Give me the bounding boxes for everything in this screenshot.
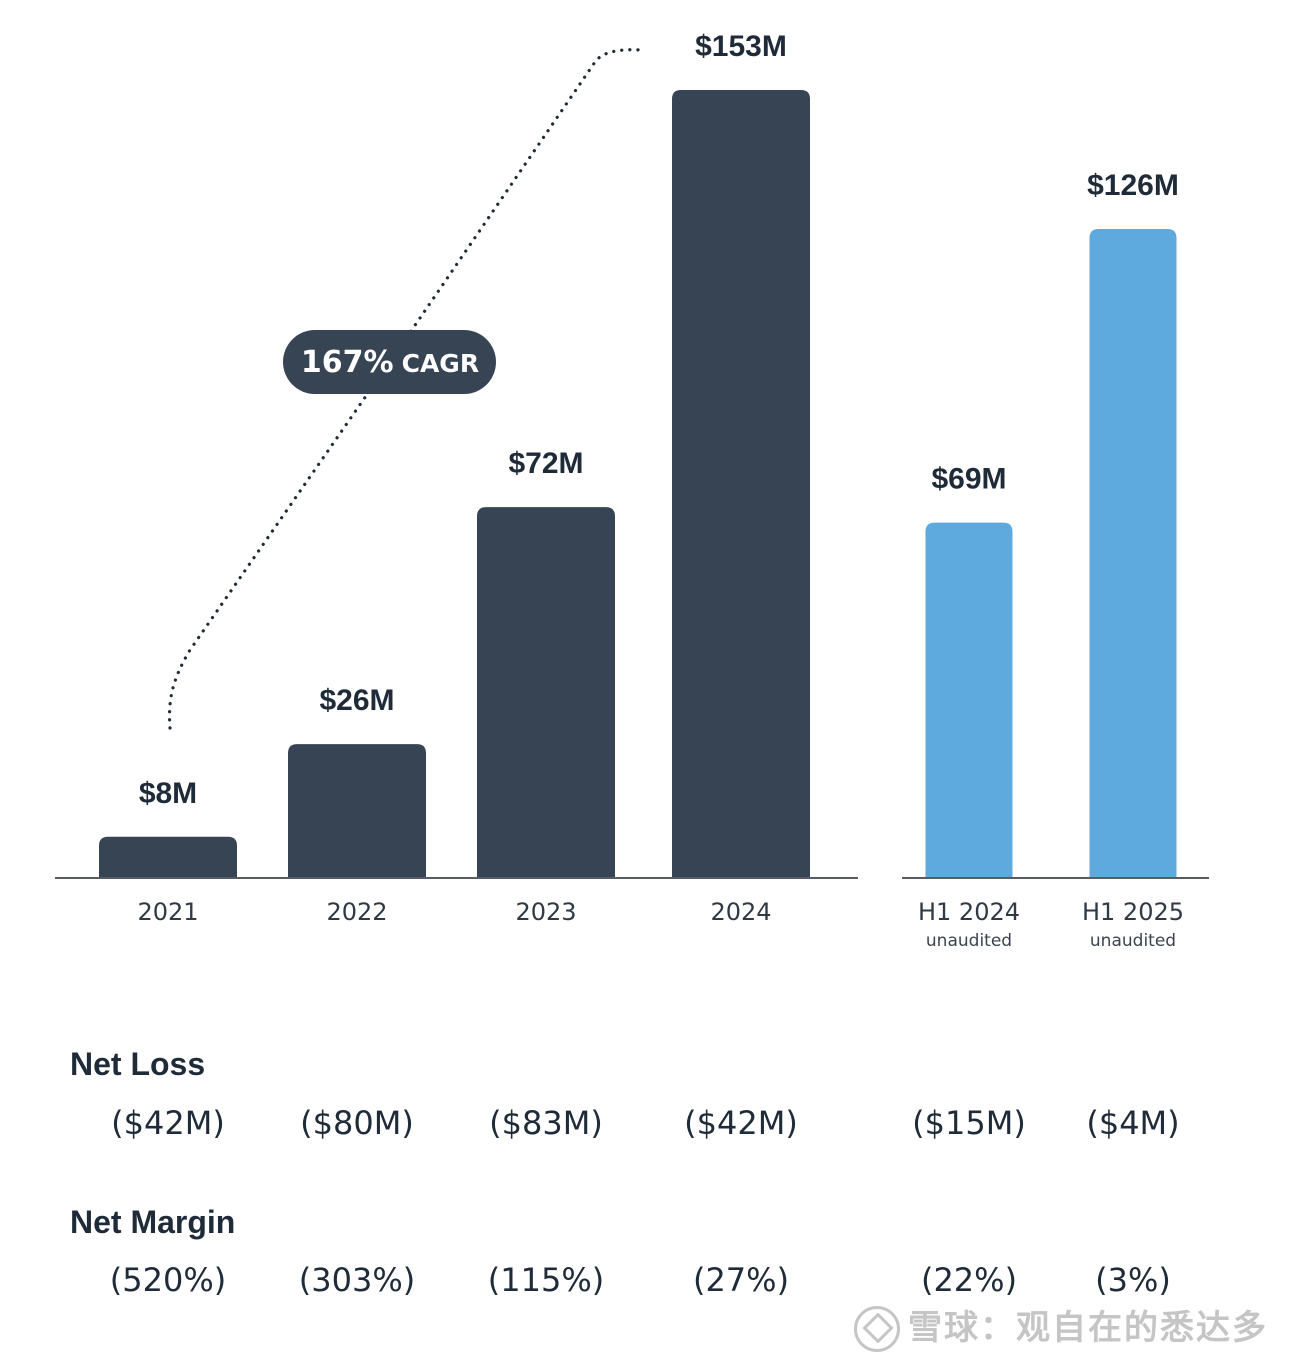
net-margin-value: (3%) [1095,1261,1171,1299]
value-label-2024: $153M [695,30,787,63]
bar-2021 [99,836,237,878]
watermark: 雪球：观自在的悉达多 [854,1300,1268,1352]
tick-label-2024: 2024 [710,898,771,926]
cagr-badge: 167% CAGR [283,330,496,394]
tick-label-2021: 2021 [137,898,198,926]
bar-2024 [672,90,810,878]
value-label-h1-2024: $69M [931,463,1006,496]
bar-h1-2024 [925,522,1013,878]
net-loss-row: ($42M) ($80M) ($83M) ($42M) ($15M) ($4M) [0,1104,1306,1154]
tick-label-2022: 2022 [326,898,387,926]
net-loss-value: ($42M) [684,1104,798,1142]
net-margin-value: (520%) [109,1261,227,1299]
watermark-text: 雪球：观自在的悉达多 [908,1307,1268,1348]
sub-label-h1-2025: unaudited [1090,931,1176,951]
net-loss-value: ($15M) [912,1104,1026,1142]
value-label-2022: $26M [319,684,394,717]
net-margin-title: Net Margin [70,1204,236,1240]
value-label-2021: $8M [139,777,197,810]
net-loss-value: ($80M) [300,1104,414,1142]
tick-label-2023: 2023 [515,898,576,926]
net-margin-value: (303%) [298,1261,416,1299]
revenue-bar-chart: $8M $26M $72M $153M $69M $126M 2021 2022 2023 20… [55,30,1209,951]
tick-label-h1-2025: H1 2025 [1082,898,1184,926]
net-margin-value: (115%) [487,1261,605,1299]
net-loss-value: ($42M) [111,1104,225,1142]
bar-2023 [477,507,615,878]
net-margin-value: (22%) [920,1261,1018,1299]
snowball-logo-icon [854,1306,900,1352]
value-label-2023: $72M [508,447,583,480]
net-loss-value: ($83M) [489,1104,603,1142]
cagr-badge-background [283,330,496,394]
net-loss-value: ($4M) [1086,1104,1180,1142]
net-margin-value: (27%) [692,1261,790,1299]
net-loss-title: Net Loss [70,1046,206,1082]
bar-h1-2025 [1089,229,1177,878]
tick-label-h1-2024: H1 2024 [918,898,1020,926]
net-margin-row: (520%) (303%) (115%) (27%) (22%) (3%) [0,1261,1306,1311]
cagr-badge-label: 167% CAGR [301,345,479,380]
bar-2022 [288,744,426,878]
value-label-h1-2025: $126M [1087,169,1179,202]
sub-label-h1-2024: unaudited [926,931,1012,951]
cagr-trend-line [167,48,642,730]
